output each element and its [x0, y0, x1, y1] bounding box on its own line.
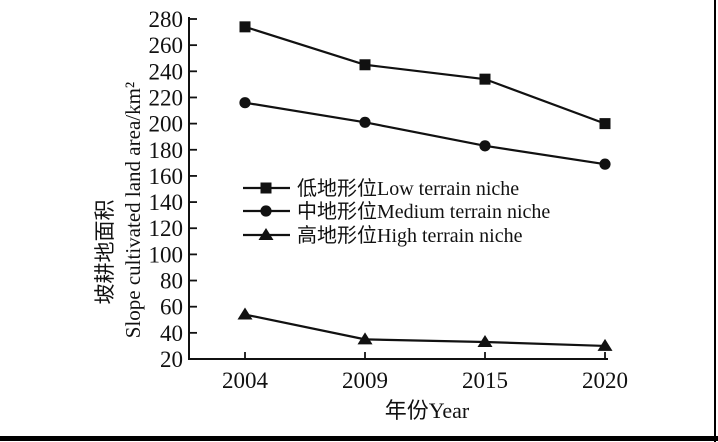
data-point-marker-triangle — [237, 307, 253, 320]
series-line — [244, 313, 606, 348]
data-point-marker-circle — [239, 97, 251, 109]
y-tick-label: 60 — [160, 295, 183, 320]
page-border-bottom — [0, 436, 718, 441]
x-tick-label: 2020 — [582, 368, 628, 393]
y-axis-title-en: Slope cultivated land area/km² — [121, 82, 145, 338]
y-tick-label: 80 — [160, 269, 183, 294]
data-point-marker-triangle — [597, 338, 613, 351]
x-tick-label: 2004 — [222, 368, 269, 393]
y-tick-label: 240 — [149, 59, 184, 84]
legend-label: 中地形位Medium terrain niche — [297, 200, 550, 223]
data-point-marker-square — [479, 73, 491, 85]
axis-titles: 年份Year 坡耕地面积 Slope cultivated land area/km… — [93, 82, 470, 423]
y-tick-label: 280 — [149, 7, 184, 32]
series-line — [244, 101, 606, 166]
page-border-right — [714, 0, 716, 442]
y-tick-label: 20 — [160, 347, 183, 372]
data-point-marker-triangle — [258, 228, 274, 240]
axes — [188, 17, 608, 360]
y-tick-label: 200 — [149, 112, 184, 137]
axis-lines — [188, 17, 608, 360]
legend-item: 中地形位Medium terrain niche — [243, 200, 550, 223]
y-tick-label: 160 — [149, 164, 184, 189]
data-point-marker-square — [599, 118, 611, 130]
legend-item: 低地形位Low terrain niche — [243, 177, 519, 200]
y-tick-label: 220 — [149, 85, 184, 110]
x-axis: 2004 2009 2015 2020 — [222, 352, 628, 393]
legend-label: 低地形位Low terrain niche — [297, 177, 519, 200]
y-tick-label: 180 — [149, 138, 184, 163]
data-point-marker-circle — [479, 140, 491, 152]
series-square — [239, 21, 611, 130]
data-point-marker-square — [359, 59, 371, 71]
data-point-marker-circle — [359, 116, 371, 128]
data-point-marker-triangle — [357, 332, 373, 345]
y-tick-label: 40 — [160, 321, 183, 346]
y-tick-label: 260 — [149, 33, 184, 58]
y-axis-title-cn: 坡耕地面积 — [93, 200, 117, 305]
x-tick-label: 2015 — [462, 368, 508, 393]
legend-label: 高地形位High terrain niche — [297, 224, 523, 247]
x-tick-label: 2009 — [342, 368, 388, 393]
data-point-marker-circle — [599, 158, 611, 170]
series-line — [244, 25, 606, 125]
data-point-marker-square — [239, 21, 251, 33]
series-triangle — [237, 307, 613, 351]
y-tick-label: 140 — [149, 190, 184, 215]
data-point-marker-square — [260, 182, 272, 194]
y-tick-label: 100 — [149, 242, 184, 267]
series-circle — [239, 97, 611, 170]
data-point-marker-triangle — [477, 335, 493, 347]
legend-item: 高地形位High terrain niche — [243, 224, 523, 247]
y-tick-label: 120 — [149, 216, 184, 241]
x-axis-title: 年份Year — [385, 398, 470, 423]
data-point-marker-circle — [260, 205, 272, 217]
